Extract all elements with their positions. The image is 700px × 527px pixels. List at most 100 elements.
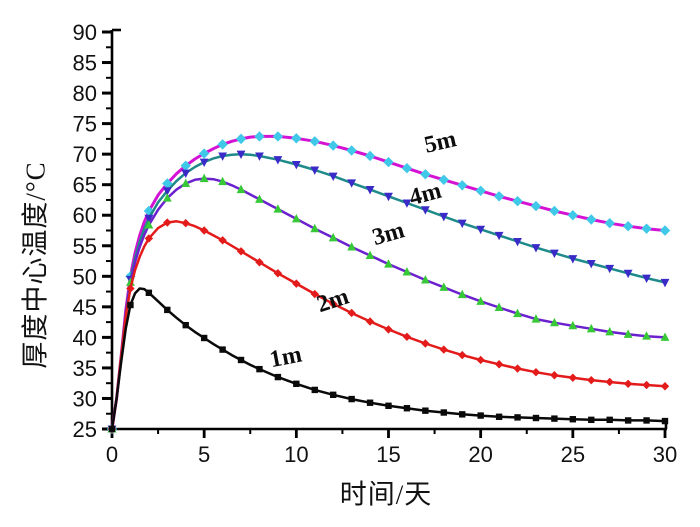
square-marker <box>422 407 429 414</box>
triangle-down-marker <box>531 244 541 253</box>
triangle-down-marker <box>568 255 578 264</box>
y-tick-label: 80 <box>73 81 97 106</box>
series-label-1m: 1m <box>268 342 304 374</box>
triangle-down-marker <box>273 156 283 165</box>
triangle-up-marker <box>181 178 191 187</box>
x-tick-label: 15 <box>376 442 400 467</box>
diamond-marker <box>347 308 356 318</box>
triangle-down-marker <box>642 274 651 284</box>
diamond-marker <box>383 156 394 168</box>
triangle-up-marker <box>365 250 375 260</box>
x-axis-ticks: 0 5 10 15 20 25 30 <box>106 429 677 467</box>
diamond-marker <box>476 355 485 365</box>
diamond-marker <box>567 210 579 221</box>
triangle-up-marker <box>660 332 670 341</box>
diamond-marker <box>493 191 505 202</box>
series-label-2m: 2m <box>314 283 352 318</box>
diamond-marker <box>550 371 559 380</box>
triangle-up-marker <box>347 242 357 251</box>
square-marker <box>588 416 595 424</box>
triangle-down-marker <box>255 152 264 161</box>
diamond-marker <box>586 214 597 225</box>
diamond-marker <box>217 139 228 150</box>
square-marker <box>661 417 669 425</box>
triangle-down-marker <box>218 152 227 161</box>
square-marker <box>164 306 171 314</box>
y-tick-label: 75 <box>73 112 97 137</box>
triangle-down-marker <box>199 158 209 167</box>
square-marker <box>624 417 632 424</box>
diamond-marker <box>292 279 301 288</box>
square-marker <box>403 405 411 412</box>
triangle-down-marker <box>513 237 522 247</box>
y-axis-title: 厚度中心温度/°C <box>20 161 51 369</box>
y-tick-label: 40 <box>73 325 97 350</box>
triangle-down-marker <box>550 249 559 258</box>
triangle-up-marker <box>273 204 283 213</box>
triangle-down-marker <box>347 179 357 188</box>
square-marker <box>256 365 263 373</box>
triangle-down-marker <box>310 166 320 175</box>
diamond-marker <box>199 226 209 235</box>
triangle-up-marker <box>494 302 504 311</box>
x-tick-label: 30 <box>653 442 677 467</box>
triangle-down-marker <box>384 192 393 202</box>
y-tick-label: 85 <box>73 51 97 76</box>
x-axis-title: 时间/天 <box>339 479 433 510</box>
diamond-marker <box>439 345 448 354</box>
triangle-up-marker <box>420 275 430 284</box>
diamond-marker <box>272 131 284 142</box>
triangle-up-marker <box>218 176 227 186</box>
triangle-up-marker <box>476 296 486 305</box>
diamond-marker <box>530 200 542 212</box>
square-marker <box>311 386 318 394</box>
square-marker <box>330 391 337 398</box>
diamond-marker <box>513 364 522 373</box>
triangle-up-marker <box>513 308 522 318</box>
diamond-marker <box>309 136 320 147</box>
square-marker <box>366 399 374 406</box>
triangle-up-marker <box>623 329 633 338</box>
square-marker <box>274 373 282 381</box>
square-marker <box>182 321 189 329</box>
diamond-marker <box>420 169 431 180</box>
x-tick-label: 10 <box>284 442 308 467</box>
series-label-5m: 5m <box>422 126 459 159</box>
square-marker <box>237 356 245 364</box>
diamond-marker <box>642 380 651 390</box>
series-1m: 1m <box>108 287 669 433</box>
triangle-down-marker <box>236 150 246 160</box>
square-marker <box>495 413 503 420</box>
diamond-marker <box>604 217 615 229</box>
square-marker <box>532 414 540 422</box>
triangle-down-marker <box>402 199 412 208</box>
triangle-up-marker <box>236 184 246 194</box>
diamond-marker <box>659 225 671 236</box>
square-marker <box>127 301 134 309</box>
triangle-up-marker <box>439 282 449 291</box>
diamond-marker <box>126 284 135 293</box>
diamond-marker <box>457 180 468 191</box>
triangle-down-marker <box>660 278 670 288</box>
x-tick-label: 5 <box>198 442 210 467</box>
square-marker <box>200 334 208 342</box>
diamond-marker <box>641 223 652 234</box>
triangle-down-marker <box>291 161 301 170</box>
series-2m-line <box>110 220 667 431</box>
square-marker <box>477 412 484 419</box>
diamond-marker <box>346 145 357 156</box>
series-2m-markers <box>107 218 670 434</box>
triangle-down-marker <box>365 186 375 195</box>
triangle-down-marker <box>439 212 449 222</box>
series-1m-markers <box>108 289 669 433</box>
diamond-marker <box>402 332 412 341</box>
square-marker <box>569 416 577 423</box>
triangle-up-marker <box>457 289 467 299</box>
diamond-marker <box>236 247 246 256</box>
square-marker <box>293 380 300 388</box>
series-4m-markers <box>107 150 670 434</box>
diamond-marker <box>235 133 247 145</box>
triangle-down-marker <box>181 169 191 178</box>
diamond-marker <box>254 131 265 142</box>
